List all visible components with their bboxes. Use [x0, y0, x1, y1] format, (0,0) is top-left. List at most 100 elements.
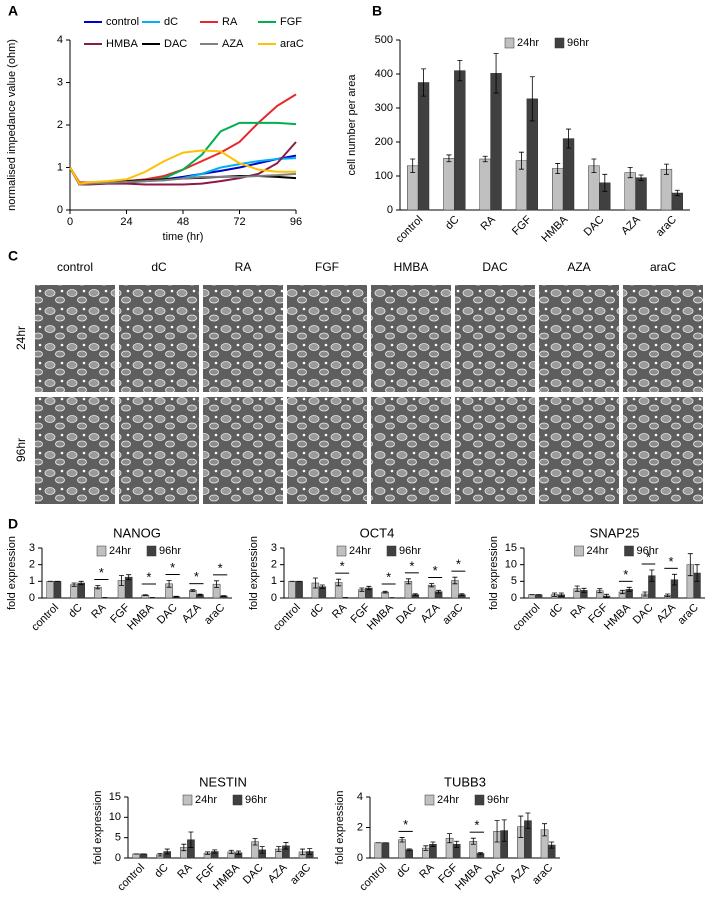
significance-mark: * [146, 569, 151, 584]
x-tick-label: AZA [180, 601, 204, 625]
x-tick-label: dC [547, 602, 565, 620]
x-tick-label: DAC [582, 214, 607, 239]
error-bar [446, 154, 452, 163]
x-tick-label: control [29, 602, 61, 634]
bar [132, 853, 141, 859]
error-bar [436, 589, 442, 594]
y-tick-label: 2 [271, 559, 277, 571]
x-tick-label: control [393, 214, 425, 246]
error-bar [457, 60, 463, 82]
micrograph [203, 285, 283, 392]
x-tick-label: RA [568, 601, 588, 621]
error-bar [228, 849, 234, 854]
chart-title: SNAP25 [590, 525, 640, 540]
error-bar [687, 553, 693, 577]
x-tick-label: HMBA [453, 861, 484, 892]
y-tick-label: 1 [29, 575, 35, 587]
y-tick-label: 15 [505, 542, 517, 554]
chart-title: NANOG [113, 525, 161, 540]
error-bar [95, 585, 101, 590]
x-tick-label: araC [288, 862, 313, 887]
x-tick-label: control [511, 602, 543, 634]
bar [295, 581, 303, 599]
y-tick-label: 0 [357, 852, 363, 864]
x-tick-label: AZA [266, 861, 290, 885]
y-tick-label: 3 [57, 76, 63, 88]
error-bar [694, 564, 700, 582]
x-tick-label: DAC [631, 602, 656, 627]
x-tick-label: RA [89, 601, 109, 621]
error-bar [665, 593, 671, 598]
legend-swatch [336, 545, 347, 557]
x-tick-label: AZA [419, 601, 443, 625]
legend-label: control [106, 16, 139, 28]
legend-swatch [96, 545, 107, 557]
error-bar [421, 68, 427, 97]
legend-swatch [554, 37, 565, 49]
x-tick-label: 48 [177, 216, 189, 228]
error-bar [142, 594, 148, 596]
x-tick-label: 96 [290, 216, 302, 228]
error-bar [494, 820, 500, 843]
error-bar [307, 848, 313, 855]
error-bar [493, 53, 499, 94]
y-tick-label: 300 [375, 102, 393, 114]
x-tick-label: DAC [241, 862, 266, 887]
micrograph [119, 397, 199, 504]
y-tick-label: 1 [271, 575, 277, 587]
x-tick-label: araC [654, 214, 679, 239]
error-bar [604, 593, 610, 599]
bar [139, 853, 148, 859]
legend-label: 96hr [637, 545, 659, 557]
bar [479, 158, 491, 211]
error-bar [406, 848, 412, 851]
error-bar [671, 573, 677, 586]
x-tick-label: AZA [619, 213, 643, 237]
x-tick-label: araC [676, 602, 701, 627]
error-bar [221, 595, 227, 597]
significance-mark: * [386, 569, 391, 584]
bar [535, 594, 543, 599]
y-axis-label: fold expression [92, 791, 104, 865]
column-label: DAC [482, 260, 508, 274]
x-tick-label: RA [417, 861, 437, 881]
error-bar [430, 841, 436, 847]
error-bar [470, 837, 476, 845]
x-tick-label: DAC [394, 602, 419, 627]
x-tick-label: control [115, 862, 147, 894]
error-bar [482, 155, 488, 163]
x-tick-label: araC [530, 862, 555, 887]
error-bar [423, 845, 429, 851]
chart-title: OCT4 [360, 525, 395, 540]
y-tick-label: 400 [375, 68, 393, 80]
legend-label: 24hr [349, 545, 371, 557]
y-tick-label: 0 [387, 204, 393, 216]
chart-title: NESTIN [199, 774, 247, 789]
error-bar [382, 590, 388, 594]
y-tick-label: 3 [29, 542, 35, 554]
error-bar [542, 823, 548, 837]
y-tick-label: 1 [57, 161, 63, 173]
error-bar [119, 575, 125, 586]
panel-label: B [372, 3, 382, 19]
bar [374, 842, 383, 859]
error-bar [205, 851, 211, 855]
panel-label: A [8, 3, 18, 19]
chart-title: TUBB3 [444, 774, 486, 789]
series-line [69, 149, 296, 185]
error-bar [214, 580, 220, 588]
micrograph [287, 285, 367, 392]
legend-label: 24hr [109, 545, 131, 557]
significance-mark: * [669, 554, 674, 569]
micrograph [539, 397, 619, 504]
bar [635, 177, 647, 211]
legend-label: 24hr [437, 794, 459, 806]
error-bar [173, 595, 179, 598]
y-axis-label: fold expression [248, 536, 260, 610]
error-bar [555, 163, 561, 175]
micrograph [539, 285, 619, 392]
significance-mark: * [646, 549, 651, 564]
error-bar [529, 76, 535, 122]
micrograph [455, 285, 535, 392]
legend-label: 96hr [567, 37, 589, 49]
